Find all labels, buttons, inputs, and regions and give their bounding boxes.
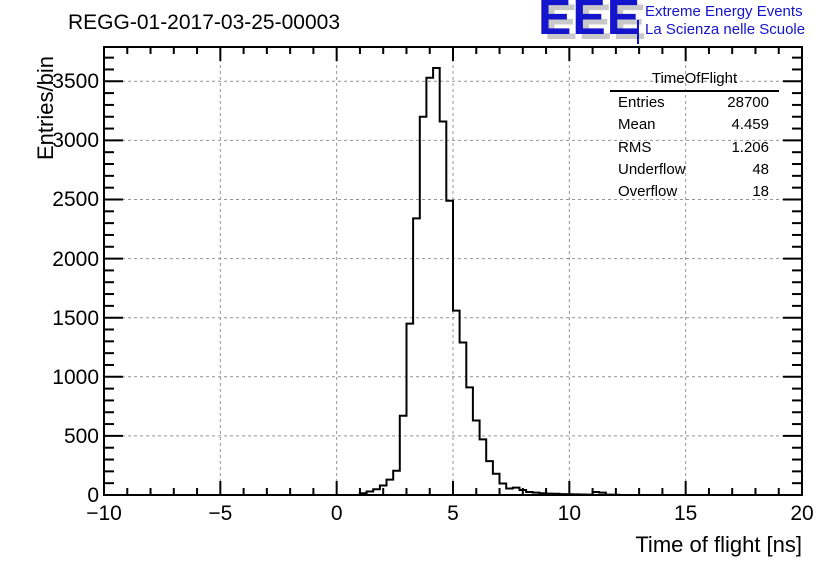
stat-value: 1.206 [731,138,769,156]
x-tick-label: 20 [790,502,814,525]
stat-row: Mean 4.459 [610,114,779,136]
grid-lines [104,47,802,495]
eee-logo-line2: La Scienza nelle Scuole [645,21,806,38]
x-tick-label: 0 [330,502,343,525]
x-tick-label: 5 [447,502,459,525]
stat-row: Underflow 48 [610,159,779,181]
stat-label: RMS [618,138,652,156]
stat-value: 4.459 [731,116,769,134]
eee-logo-shadow: EEE [544,0,648,50]
x-tick-label: 10 [557,502,581,525]
y-tick-label: 1500 [52,306,99,330]
eee-logo-front: EEE [538,0,642,45]
plot-title: REGG-01-2017-03-25-00003 [68,11,340,34]
stats-box-title: TimeOfFlight [610,70,779,92]
y-tick-label: 1000 [52,365,99,389]
y-tick-label: 0 [87,484,99,507]
stat-label: Overflow [618,183,678,201]
stat-row: RMS 1.206 [610,137,779,159]
stat-row: Overflow 18 [610,181,779,203]
stat-label: Entries [618,94,665,111]
y-tick-label: 2000 [52,247,99,271]
y-tick-label: 500 [63,424,99,448]
stat-value: 18 [752,183,769,201]
stat-label: Mean [618,116,656,134]
y-tick-label: 2500 [52,188,99,212]
y-tick-label: 3500 [52,70,99,94]
stats-box: TimeOfFlight Entries 28700 Mean 4.459 RMS 1.2… [610,70,779,203]
stats-rows: Entries 28700 Mean 4.459 RMS 1.206 Underflow 48… [610,92,779,203]
histogram-line [104,67,802,496]
x-tick-label: −5 [208,502,233,525]
x-tick-label: 15 [673,502,698,525]
eee-logo-divider [637,20,639,44]
stat-value: 48 [752,160,769,178]
x-axis-title: Time of flight [ns] [635,532,802,557]
eee-logo-line1: Extreme Energy Events [645,3,803,20]
stat-label: Underflow [618,160,686,178]
x-tick-label: −10 [86,502,122,525]
stat-value: 28700 [727,94,769,111]
y-tick-label: 3000 [52,129,99,153]
eee-logo-text: Extreme Energy Events La Scienza nelle S… [645,3,805,39]
stat-row: Entries 28700 [610,92,779,114]
